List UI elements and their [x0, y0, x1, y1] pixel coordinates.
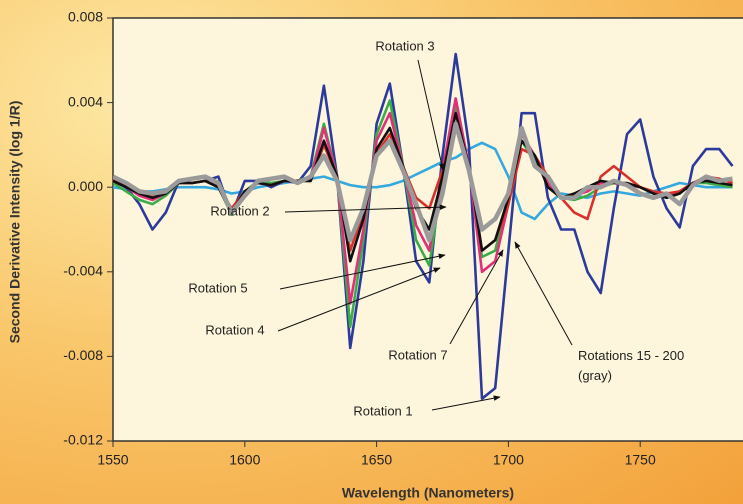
annotation: Rotation 1: [353, 403, 412, 418]
annotation-arrow: [284, 204, 447, 213]
annotations: Rotation 3 Rotation 1 Rotation 4 Rotation 5…: [188, 38, 573, 418]
annotation-arrow: [431, 395, 501, 411]
annotation: Rotation 3: [375, 38, 434, 53]
x-tick-label: 1550: [97, 452, 128, 468]
series-line: [113, 121, 733, 243]
ticks: -0.012 -0.008 -0.004 0.000 0.004 0.008 1550 160…: [63, 9, 656, 468]
annotation: Rotation 7: [388, 347, 447, 362]
annotation-arrow: [279, 253, 446, 290]
x-tick-label: 1650: [361, 452, 392, 468]
x-tick-label: 1750: [625, 452, 656, 468]
annotation: Rotation 2: [210, 203, 269, 218]
y-tick-label: 0.004: [68, 93, 103, 109]
y-tick-label: 0.000: [68, 178, 103, 194]
series-line: [113, 141, 733, 221]
x-axis-title: Wavelength (Nanometers): [342, 485, 514, 501]
annotation-arrow: [417, 59, 445, 171]
annotation: Rotation 4: [205, 322, 264, 337]
y-tick-label: 0.008: [68, 9, 103, 25]
y-tick-label: -0.008: [63, 347, 103, 363]
annotation-arrow: [449, 249, 504, 345]
y-tick-label: -0.012: [63, 432, 103, 448]
y-tick-label: -0.004: [63, 263, 103, 279]
annotation: Rotations 15 - 200 (gray): [578, 348, 685, 383]
annotation-arrow: [514, 241, 573, 346]
y-axis-title: Second Derivative Intensity (log 1/R): [7, 101, 23, 344]
annotation: Rotation 5: [188, 280, 247, 295]
series-line: [113, 52, 734, 400]
x-tick-label: 1700: [493, 452, 524, 468]
x-tick-label: 1600: [229, 452, 260, 468]
annotation-arrow: [277, 267, 441, 332]
lines: [113, 52, 734, 400]
